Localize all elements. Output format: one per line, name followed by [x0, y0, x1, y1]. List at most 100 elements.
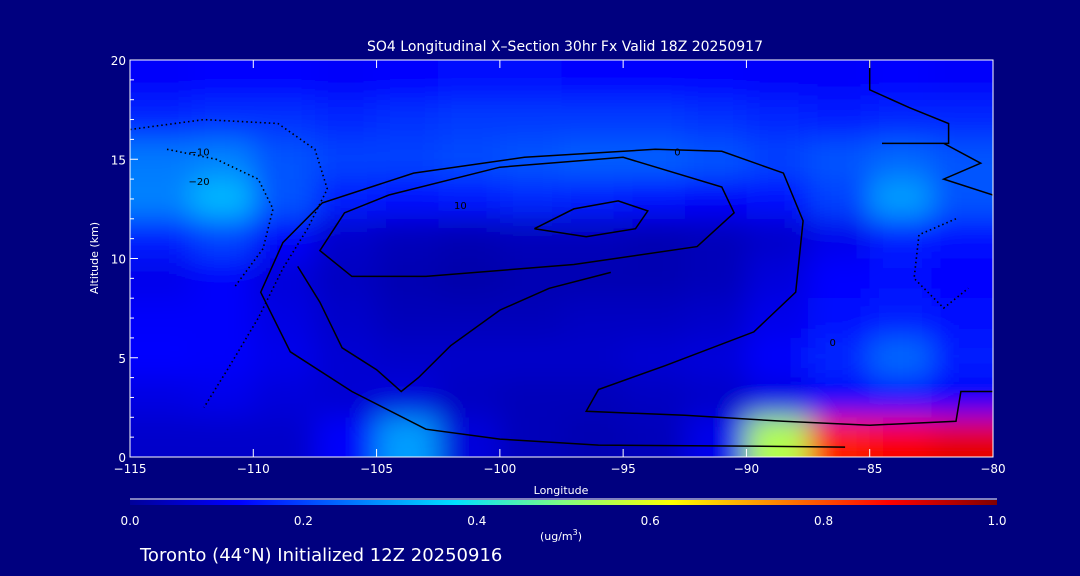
- heat-cell: [869, 139, 933, 181]
- heat-cell: [684, 139, 748, 181]
- y-tick-label: 10: [111, 253, 126, 267]
- heat-cell: [314, 218, 378, 260]
- contour-line: [318, 156, 736, 278]
- heat-cell: [314, 139, 378, 181]
- heat-cell: [191, 139, 255, 181]
- heat-cell: [314, 417, 378, 457]
- heat-cell: [438, 417, 501, 457]
- heat-cell: [130, 179, 193, 220]
- heat-cell: [931, 417, 993, 457]
- colorbar: [130, 500, 997, 505]
- heat-cell: [808, 377, 871, 419]
- heat-cell: [253, 139, 316, 181]
- heat-cell: [746, 179, 810, 220]
- heat-cell: [253, 179, 316, 220]
- colorbar-tick-label: 0.0: [120, 514, 139, 528]
- y-tick-label: 15: [111, 153, 126, 167]
- heat-cell: [130, 377, 193, 419]
- heat-cell: [376, 417, 440, 457]
- heat-cell: [314, 337, 378, 379]
- heat-cell: [376, 218, 440, 260]
- heat-cell: [314, 60, 378, 101]
- heat-cell: [376, 298, 440, 339]
- colorbar-ticks: 0.0 0.2 0.4 0.6 0.8 1.0: [120, 514, 1006, 528]
- heat-cell: [808, 258, 871, 300]
- heat-cell: [376, 60, 440, 101]
- heat-cell: [130, 60, 193, 101]
- heat-cell: [191, 377, 255, 419]
- heat-cell: [623, 337, 686, 379]
- contour-line: [259, 148, 993, 448]
- heat-cell: [746, 218, 810, 260]
- heat-cell: [191, 179, 255, 220]
- y-axis-label: Altitude (km): [88, 222, 101, 294]
- heat-cell: [931, 258, 993, 300]
- heat-cell: [130, 298, 193, 339]
- contour-label: 0: [674, 147, 680, 158]
- heat-cell: [869, 258, 933, 300]
- heat-cell: [869, 298, 933, 339]
- heat-cell: [499, 337, 563, 379]
- heat-cell: [130, 337, 193, 379]
- heat-cell: [438, 218, 501, 260]
- contour-line: [166, 148, 274, 289]
- colorbar-units: (ug/m3): [540, 528, 582, 543]
- heat-cell: [191, 337, 255, 379]
- heat-cell: [253, 99, 316, 141]
- colorbar-tick-label: 0.4: [467, 514, 486, 528]
- heat-cell: [869, 337, 933, 379]
- heat-cell: [623, 179, 686, 220]
- y-tick-label: 20: [111, 54, 126, 68]
- heat-cell: [499, 417, 563, 457]
- x-tick-label: −80: [980, 462, 1005, 476]
- heat-cell: [746, 417, 810, 457]
- heat-cell: [869, 218, 933, 260]
- heat-cell: [684, 337, 748, 379]
- heat-cell: [931, 298, 993, 339]
- heat-cell: [499, 99, 563, 141]
- heat-cell: [130, 218, 193, 260]
- heat-cell: [130, 99, 193, 141]
- heatmap: [130, 60, 993, 457]
- heat-cell: [561, 218, 625, 260]
- heat-cell: [931, 60, 993, 101]
- x-tick-label: −95: [610, 462, 635, 476]
- heat-cell: [191, 218, 255, 260]
- heat-cell: [684, 218, 748, 260]
- heat-cell: [130, 258, 193, 300]
- heat-cell: [499, 60, 563, 101]
- heat-cell: [623, 298, 686, 339]
- heat-cell: [191, 417, 255, 457]
- heat-cell: [746, 139, 810, 181]
- heat-cell: [499, 298, 563, 339]
- heat-cell: [623, 377, 686, 419]
- heat-cell: [931, 377, 993, 419]
- x-tick-label: −100: [483, 462, 516, 476]
- heat-cell: [561, 417, 625, 457]
- heat-cell: [746, 258, 810, 300]
- x-tick-label: −90: [734, 462, 759, 476]
- heat-cell: [808, 298, 871, 339]
- heat-cell: [808, 417, 871, 457]
- heat-cell: [623, 417, 686, 457]
- heat-cell: [623, 99, 686, 141]
- contour-line: [868, 60, 993, 196]
- y-tick-label: 5: [118, 352, 126, 366]
- heat-cell: [314, 99, 378, 141]
- heat-cell: [684, 298, 748, 339]
- heat-cell: [561, 337, 625, 379]
- heat-cell: [808, 218, 871, 260]
- heat-cell: [869, 377, 933, 419]
- chart-title: SO4 Longitudinal X–Section 30hr Fx Valid…: [367, 39, 763, 55]
- heat-cell: [253, 377, 316, 419]
- heat-cell: [499, 179, 563, 220]
- heat-cell: [869, 417, 933, 457]
- heat-cell: [684, 377, 748, 419]
- heat-cell: [869, 60, 933, 101]
- heat-cell: [746, 298, 810, 339]
- contour-label: −10: [188, 147, 209, 158]
- heat-cell: [376, 258, 440, 300]
- x-axis-label: Longitude: [534, 484, 589, 497]
- heat-cell: [438, 60, 501, 101]
